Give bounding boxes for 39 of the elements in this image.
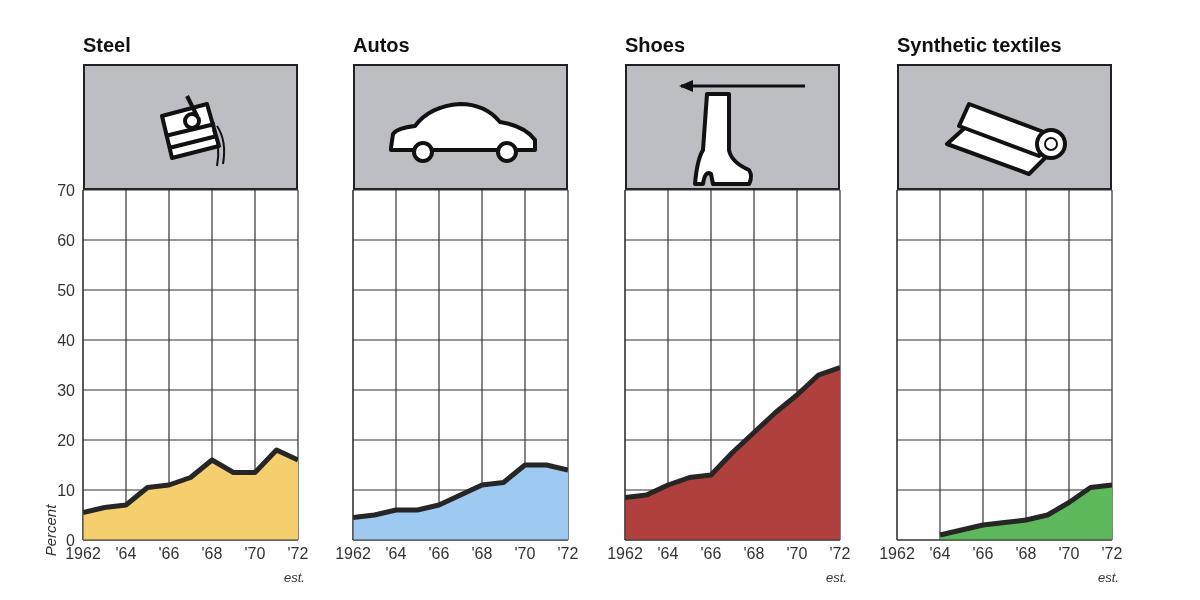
chart-title: Synthetic textiles bbox=[897, 34, 1062, 57]
y-tick-label: 30 bbox=[57, 381, 76, 399]
chart-title: Autos bbox=[353, 34, 410, 57]
x-tick-label: '66 bbox=[972, 545, 994, 563]
text: est. bbox=[1098, 570, 1119, 585]
x-tick-label: '64 bbox=[929, 545, 951, 563]
x-tick-label: '72 bbox=[829, 545, 851, 563]
y-tick-label: 70 bbox=[57, 181, 76, 199]
y-tick-label: 40 bbox=[57, 331, 76, 349]
text: est. bbox=[826, 570, 847, 585]
x-tick-label: '72 bbox=[287, 545, 309, 563]
chart-title: Shoes bbox=[625, 34, 686, 57]
x-tick-label: '72 bbox=[557, 545, 579, 563]
x-tick-label: '68 bbox=[743, 545, 765, 563]
y-tick-label: 20 bbox=[57, 431, 76, 449]
x-tick-label: '70 bbox=[244, 545, 266, 563]
x-tick-label: '66 bbox=[158, 545, 180, 563]
y-tick-label: 10 bbox=[57, 481, 76, 499]
text: est. bbox=[284, 570, 305, 585]
x-tick-label: '64 bbox=[657, 545, 679, 563]
x-tick-label: '70 bbox=[1058, 545, 1080, 563]
y-tick-label: 60 bbox=[57, 231, 76, 249]
x-tick-label: 1962 bbox=[335, 545, 371, 563]
y-tick-label: 50 bbox=[57, 281, 76, 299]
x-tick-label: '64 bbox=[385, 545, 407, 563]
x-tick-label: '68 bbox=[1015, 545, 1037, 563]
x-tick-label: '66 bbox=[428, 545, 450, 563]
x-tick-label: '68 bbox=[201, 545, 223, 563]
y-axis-title: Percent bbox=[42, 504, 60, 557]
x-tick-label: '66 bbox=[700, 545, 722, 563]
x-tick-label: 1962 bbox=[607, 545, 643, 563]
x-tick-label: 1962 bbox=[65, 545, 101, 563]
chart-title: Steel bbox=[83, 34, 131, 57]
x-tick-label: '68 bbox=[471, 545, 493, 563]
x-tick-label: '72 bbox=[1101, 545, 1123, 563]
x-tick-label: '64 bbox=[115, 545, 137, 563]
x-tick-label: 1962 bbox=[879, 545, 915, 563]
x-tick-label: '70 bbox=[786, 545, 808, 563]
x-tick-label: '70 bbox=[514, 545, 536, 563]
